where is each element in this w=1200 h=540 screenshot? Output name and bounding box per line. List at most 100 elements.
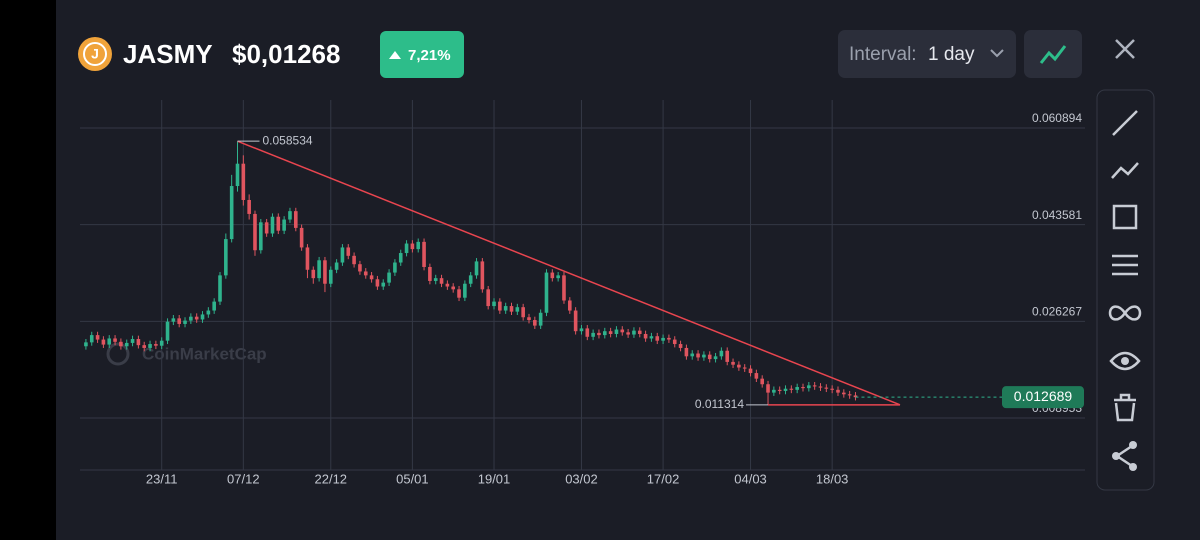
candle-body xyxy=(224,239,228,276)
candle-body xyxy=(754,373,759,379)
candle-body xyxy=(597,332,601,336)
x-tick-label: 18/03 xyxy=(816,471,849,486)
candle-body xyxy=(154,344,158,346)
candle-body xyxy=(206,310,211,315)
candle-body xyxy=(772,389,776,393)
interval-select[interactable] xyxy=(838,30,1016,78)
candle-body xyxy=(159,340,164,346)
candle-body xyxy=(783,388,788,391)
candle-body xyxy=(847,394,852,396)
candle-body xyxy=(824,387,829,389)
candle-body xyxy=(311,269,316,279)
candle-body xyxy=(241,163,246,200)
candle-body xyxy=(276,216,281,231)
max-label: 0.058534 xyxy=(262,133,312,147)
interval-value: 1 day xyxy=(928,44,975,65)
x-tick-label: 23/11 xyxy=(146,471,178,486)
candle-body xyxy=(305,247,310,270)
candle-body xyxy=(113,338,117,342)
tool-trash[interactable] xyxy=(1114,393,1136,422)
candle-body xyxy=(101,339,106,345)
x-tick-label: 04/03 xyxy=(734,471,767,486)
candle-body xyxy=(725,350,730,362)
interval-label: Interval: xyxy=(849,44,917,65)
candle-body xyxy=(259,222,263,251)
candle-body xyxy=(742,367,747,369)
candle-body xyxy=(165,321,170,341)
candle-body xyxy=(363,271,368,276)
watermark: CoinMarketCap xyxy=(142,344,267,363)
tool-rect[interactable] xyxy=(1112,204,1138,230)
candle-body xyxy=(480,261,485,290)
candle-body xyxy=(608,331,613,334)
tool-eye[interactable] xyxy=(1109,351,1141,371)
symbol: JASMY xyxy=(123,39,213,69)
candle-body xyxy=(375,279,380,287)
candle-body xyxy=(614,329,619,334)
candle-body xyxy=(556,275,560,279)
candle-body xyxy=(591,332,595,337)
y-tick-label: 0.060894 xyxy=(1032,111,1082,125)
candle-body xyxy=(218,275,222,302)
tool-line[interactable] xyxy=(1112,110,1138,136)
tool-infinity[interactable] xyxy=(1108,305,1142,321)
candle-body xyxy=(334,262,339,270)
chart-type-button[interactable] xyxy=(1024,30,1082,78)
candle-body xyxy=(579,328,584,332)
y-tick-label: 0.043581 xyxy=(1032,208,1082,222)
coin-icon-ring xyxy=(83,42,107,66)
candle-body xyxy=(812,385,817,387)
candle-body xyxy=(696,353,700,358)
candle-body xyxy=(713,356,718,360)
candle-body xyxy=(148,344,152,348)
trend-line xyxy=(237,140,901,406)
candle-body xyxy=(748,368,753,374)
candle-body xyxy=(702,354,706,358)
candle-body xyxy=(84,342,88,347)
chart-type-icon xyxy=(1039,45,1067,64)
candle-body xyxy=(661,337,665,341)
candle-body xyxy=(264,222,269,234)
candle-body xyxy=(299,227,304,248)
tool-polyline[interactable] xyxy=(1111,162,1139,179)
candle-body xyxy=(842,392,846,395)
x-tick-label: 07/12 xyxy=(227,471,260,486)
candle-body xyxy=(538,312,543,326)
coin-icon-letter: J xyxy=(91,46,99,62)
candle-body xyxy=(760,378,764,385)
close-button[interactable] xyxy=(1115,39,1135,59)
candle-body xyxy=(293,211,298,228)
candle-body xyxy=(328,269,333,284)
candle-body xyxy=(585,328,590,337)
candle-body xyxy=(836,389,840,393)
candle-body xyxy=(428,266,432,281)
share-node xyxy=(1129,441,1137,449)
candle-body xyxy=(632,330,636,335)
candle-body xyxy=(643,333,648,339)
candle-body xyxy=(288,211,292,220)
min-label: 0.011314 xyxy=(695,397,744,411)
candle-body xyxy=(562,275,566,301)
candle-body xyxy=(323,260,327,284)
candle-body xyxy=(527,317,531,321)
candle-body xyxy=(253,213,257,251)
candle-body xyxy=(422,241,426,267)
candle-body xyxy=(439,278,444,284)
candle-body xyxy=(381,282,386,287)
tool-lines[interactable] xyxy=(1112,254,1138,276)
candle-body xyxy=(183,320,187,324)
candle-body xyxy=(95,335,100,340)
candle-body xyxy=(807,385,811,389)
candle-body xyxy=(457,289,461,298)
candle-body xyxy=(404,243,409,254)
candle-body xyxy=(189,316,193,321)
candle-body xyxy=(468,275,473,284)
x-tick-label: 03/02 xyxy=(565,471,598,486)
last-price-label: 0.012689 xyxy=(1014,388,1073,404)
y-tick-label: 0.026267 xyxy=(1032,305,1082,319)
eye-pupil xyxy=(1121,357,1129,365)
candle-body xyxy=(690,353,695,357)
x-tick-label: 05/01 xyxy=(396,471,429,486)
candle-body xyxy=(410,243,415,250)
candle-body xyxy=(550,272,555,279)
